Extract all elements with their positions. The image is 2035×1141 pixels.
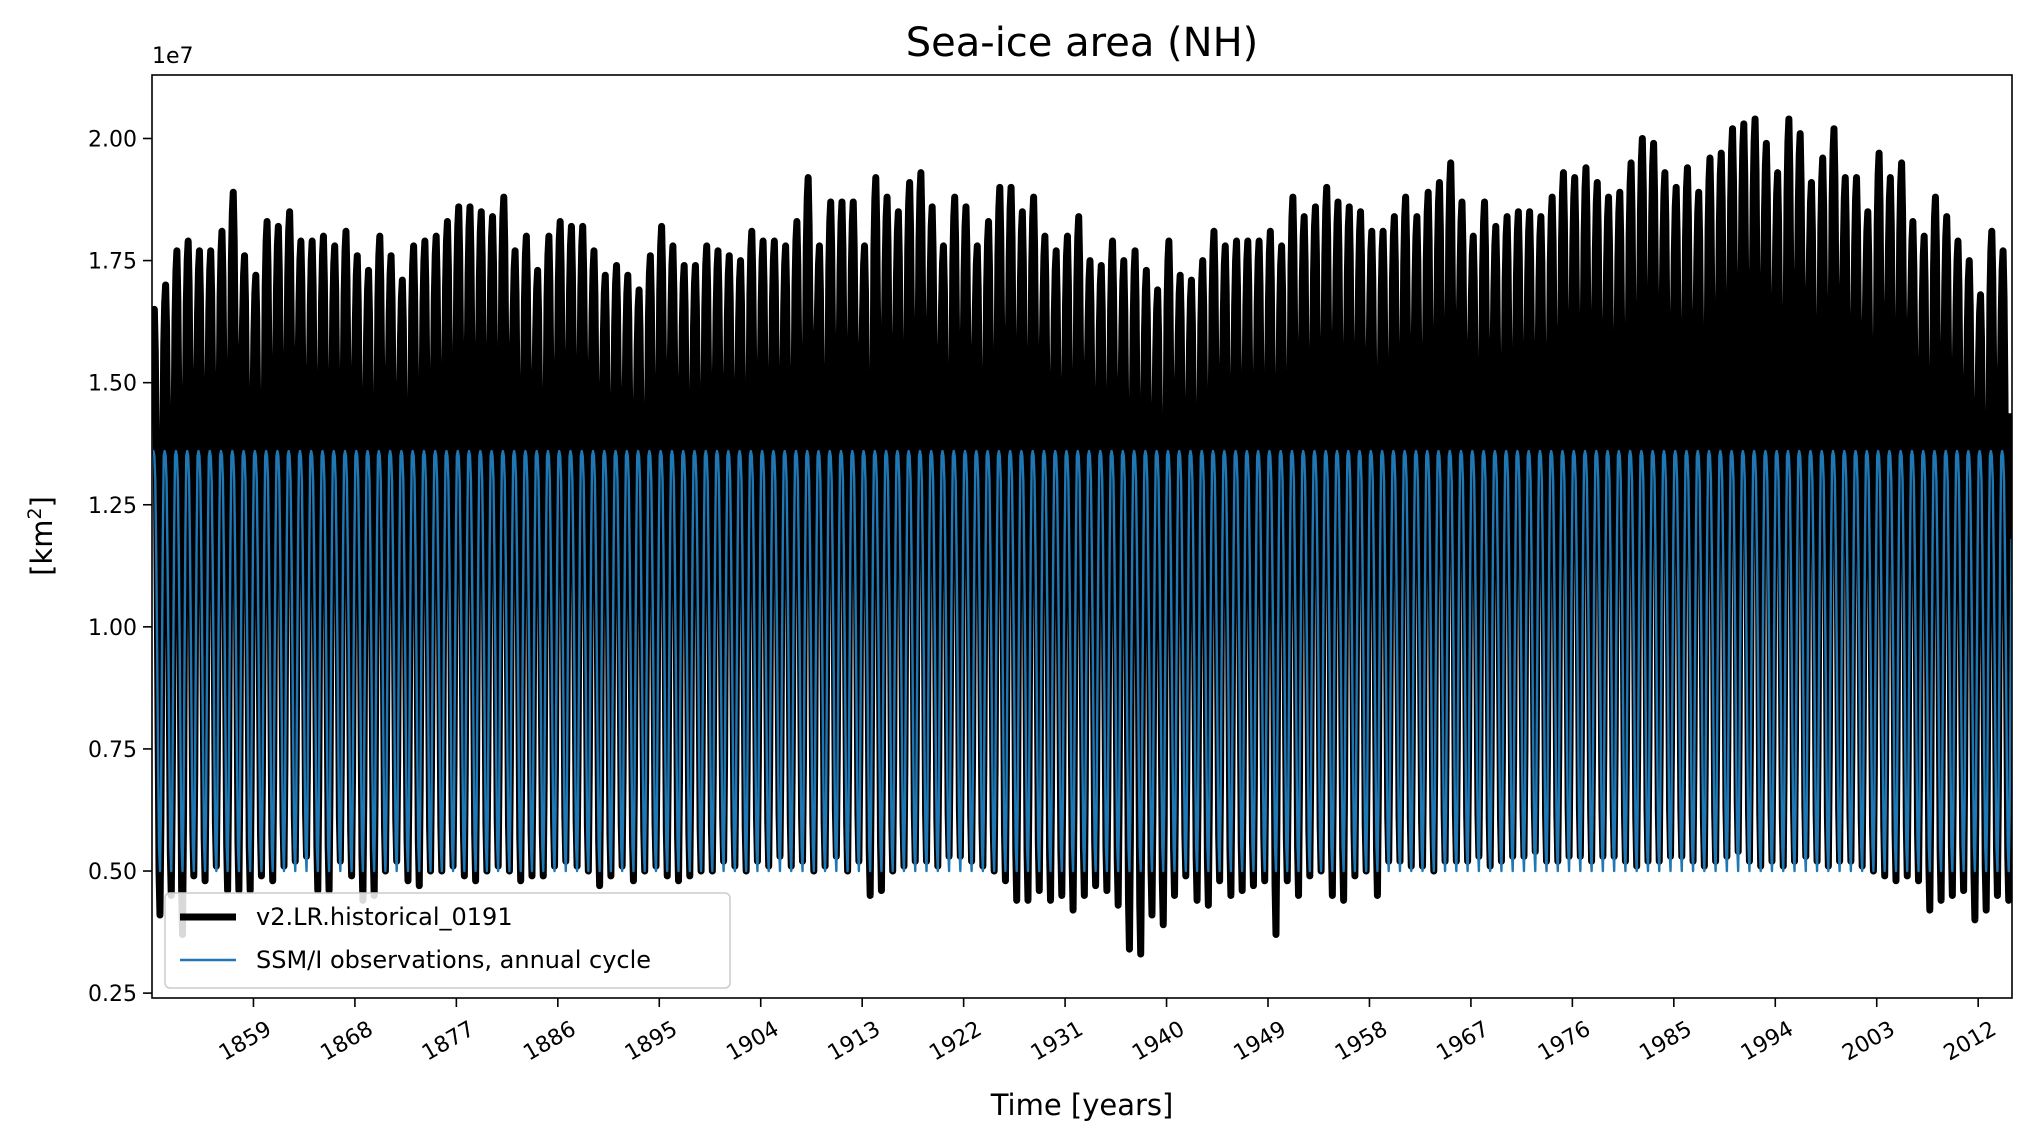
y-tick-label: 2.00: [88, 127, 137, 152]
series-line-observations: [152, 449, 2012, 873]
y-axis-label: [km2]: [24, 496, 59, 576]
y-axis: 0.25 0.50 0.75 1.00 1.25 1.50 1.75 2.00: [88, 127, 152, 1007]
y-tick-label: 0.50: [88, 860, 137, 885]
y-axis-label-close: ]: [25, 496, 59, 507]
y-tick-label: 0.75: [88, 738, 137, 763]
y-tick-label: 1.25: [88, 494, 137, 519]
plot-frame: [151, 74, 2013, 999]
legend-box: [164, 892, 731, 989]
y-tick-label: 1.50: [88, 372, 137, 397]
y-tick-label: 0.25: [88, 982, 137, 1007]
y-tick-label: 1.75: [88, 250, 137, 275]
y-offset-text: 1e7: [152, 44, 194, 69]
x-axis-label: Time [years]: [990, 1088, 1174, 1122]
y-axis-label-main: [km: [25, 520, 59, 576]
plot-lines: [152, 115, 2012, 958]
legend-label-observations: SSM/I observations, annual cycle: [256, 946, 651, 974]
y-axis-label-superscript: 2: [24, 507, 46, 519]
chart-title: Sea-ice area (NH): [906, 20, 1259, 66]
legend: v2.LR.historical_0191 SSM/I observations…: [164, 892, 731, 989]
legend-label-model: v2.LR.historical_0191: [256, 903, 513, 931]
y-tick-label: 1.00: [88, 616, 137, 641]
